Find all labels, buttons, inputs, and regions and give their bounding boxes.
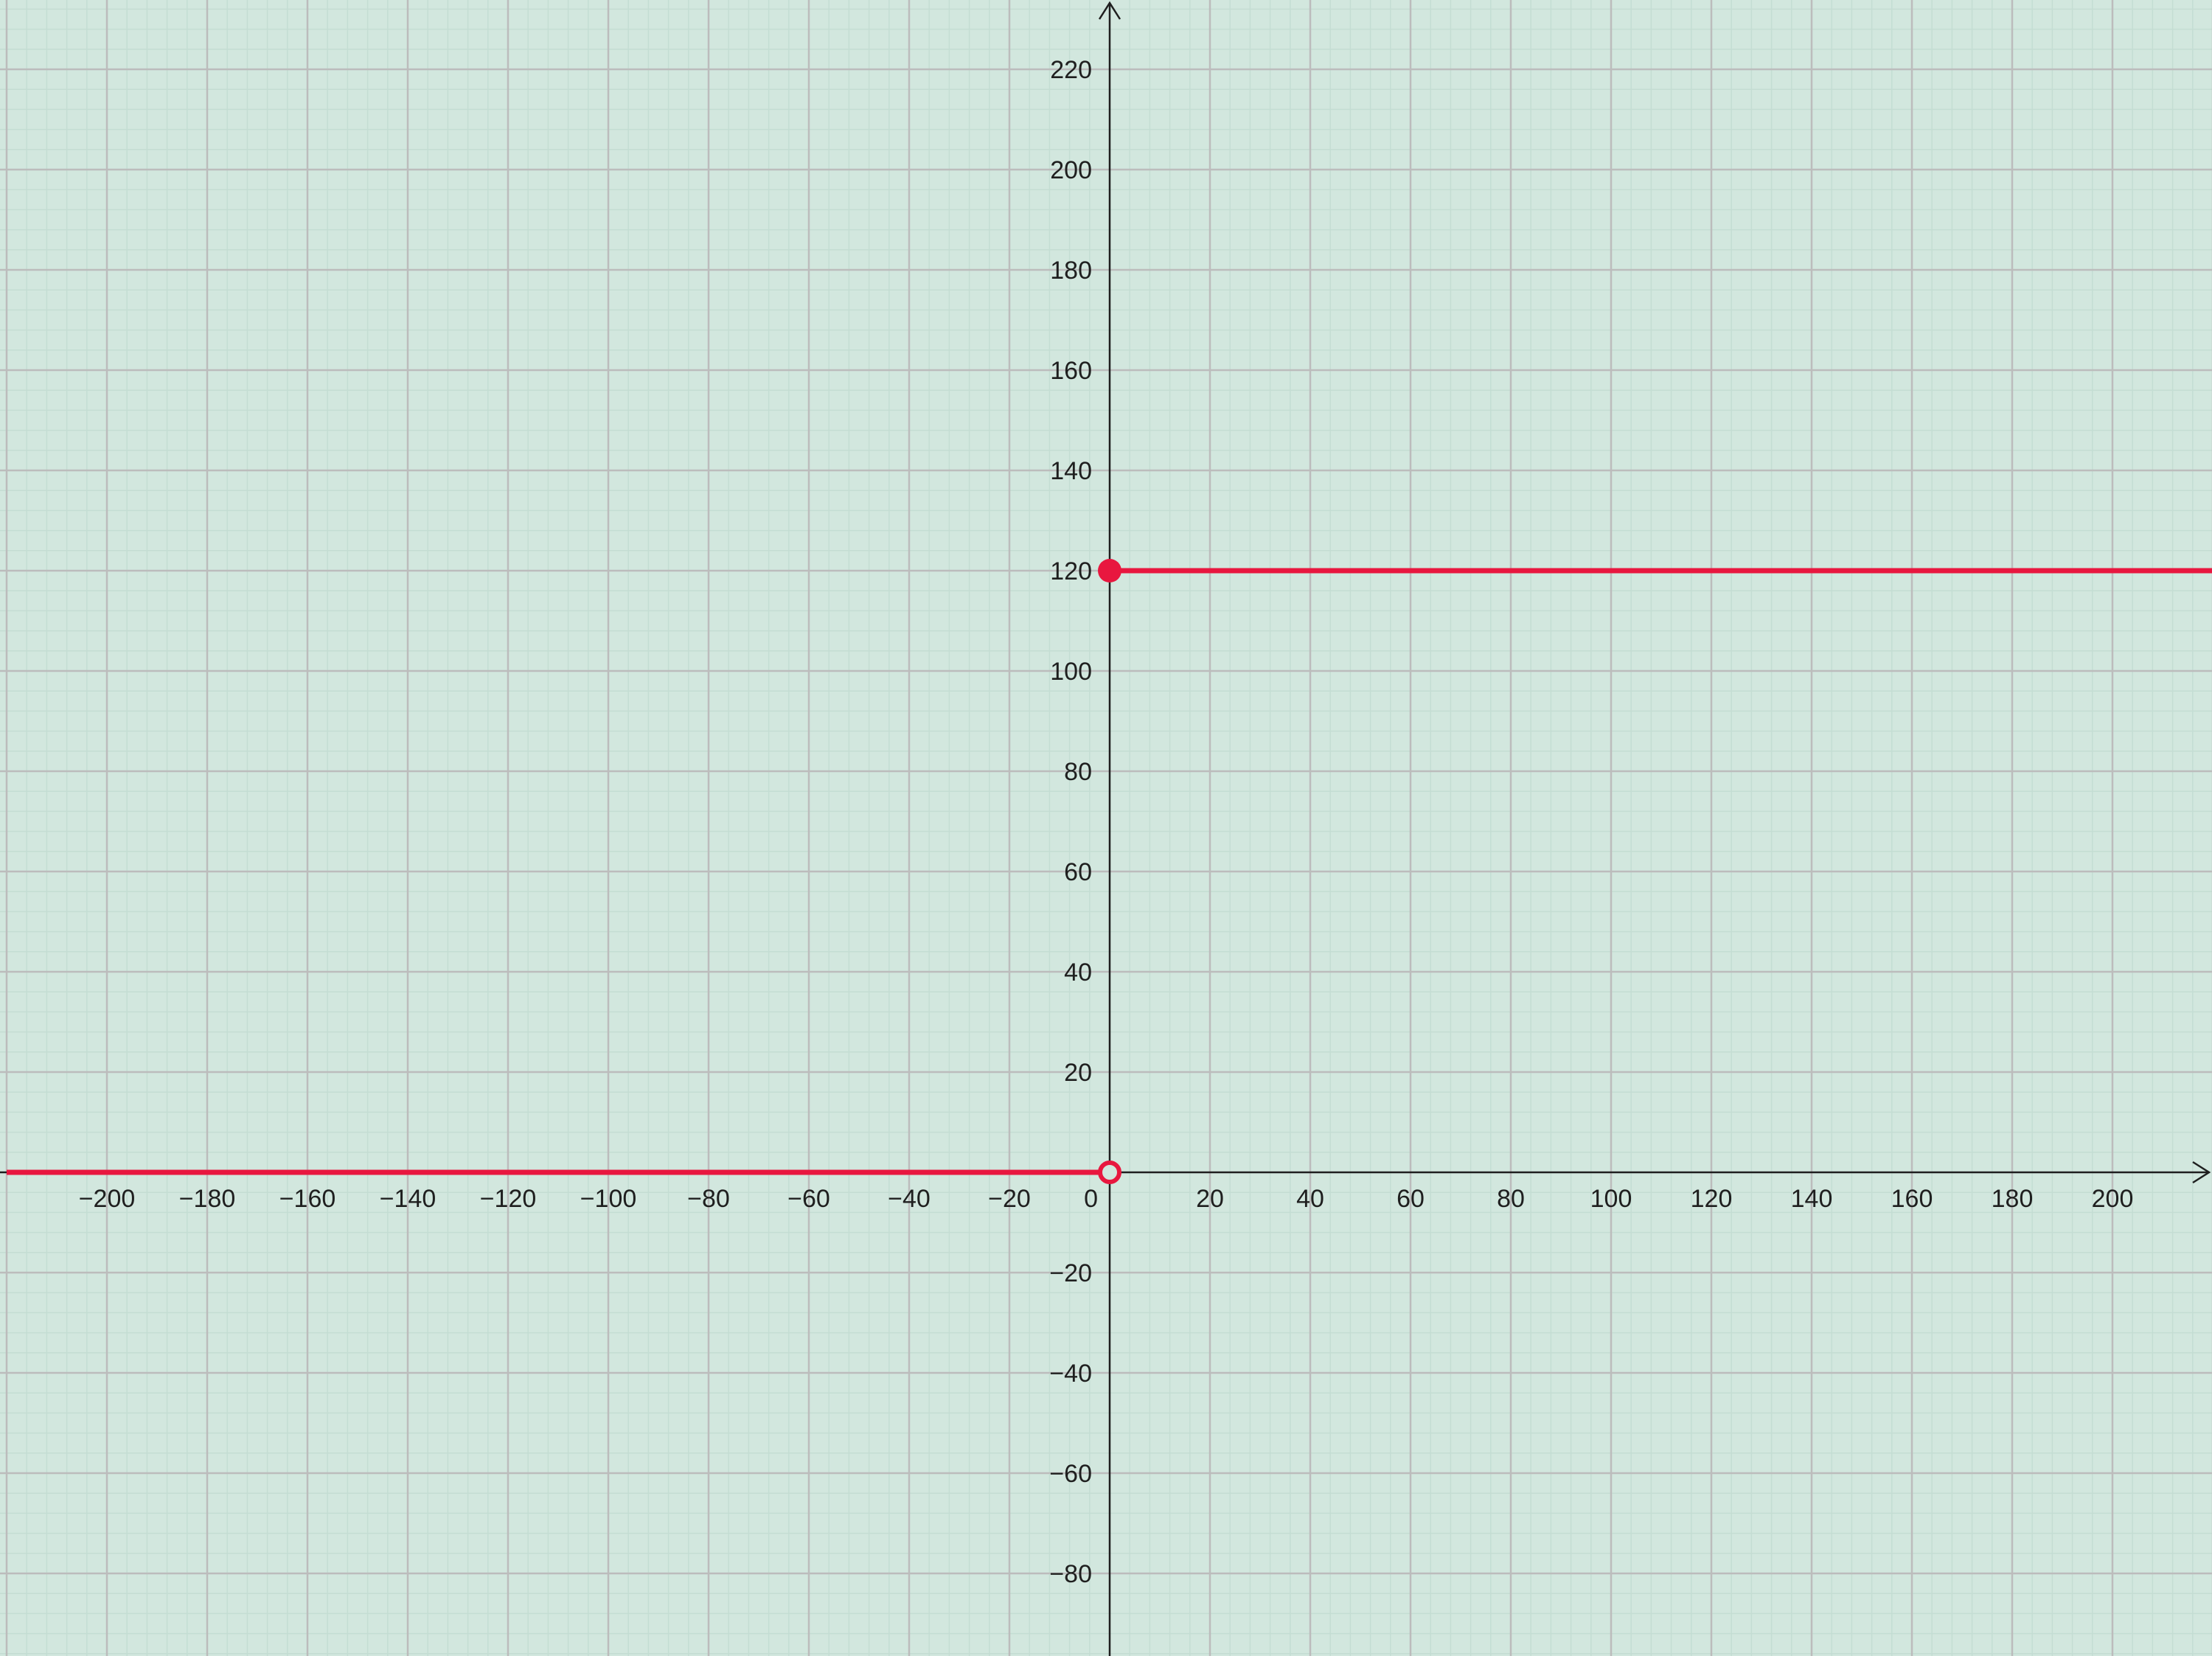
y-tick-label: −80 [1049,1560,1092,1588]
y-tick-label: 200 [1050,156,1092,184]
x-tick-label: −160 [279,1185,336,1213]
y-tick-label: 180 [1050,257,1092,285]
x-tick-label: −100 [580,1185,637,1213]
y-tick-label: 80 [1064,758,1092,786]
x-tick-label: 60 [1397,1185,1425,1213]
open-endpoint-marker [1098,1161,1121,1184]
y-tick-label: 160 [1050,357,1092,385]
x-tick-label: 120 [1691,1185,1733,1213]
x-tick-label: 160 [1891,1185,1933,1213]
y-tick-label: 120 [1050,557,1092,585]
x-tick-label: 40 [1296,1185,1324,1213]
x-tick-label: 20 [1196,1185,1224,1213]
x-tick-label: −20 [988,1185,1031,1213]
x-tick-label: 100 [1590,1185,1632,1213]
y-tick-label: −40 [1049,1360,1092,1388]
x-tick-label: 0 [1084,1185,1098,1213]
y-tick-label: −20 [1049,1259,1092,1287]
x-tick-label: −180 [179,1185,236,1213]
closed-endpoint-marker [1098,559,1121,582]
y-tick-label: −60 [1049,1460,1092,1488]
x-tick-label: −60 [787,1185,830,1213]
x-tick-label: −80 [687,1185,730,1213]
x-tick-label: 80 [1497,1185,1525,1213]
y-tick-label: 140 [1050,457,1092,485]
x-tick-label: 200 [2092,1185,2134,1213]
x-tick-label: −200 [79,1185,136,1213]
tick-labels: −200 −180 −160 −140 −120 −100 −80 −60 −40 −20 0 20 4… [79,56,2134,1588]
x-tick-label: −120 [480,1185,537,1213]
x-tick-label: 180 [1992,1185,2034,1213]
y-tick-label: 40 [1064,959,1092,987]
y-axis-arrow [1098,1,1121,20]
x-tick-label: −140 [380,1185,437,1213]
x-tick-label: 140 [1791,1185,1833,1213]
y-tick-label: 20 [1064,1059,1092,1087]
function-graph [7,559,2212,1184]
y-tick-label: 100 [1050,658,1092,686]
x-axis-arrow [2192,1161,2211,1184]
y-tick-label: 60 [1064,858,1092,886]
y-tick-label: 220 [1050,56,1092,84]
x-tick-label: −40 [888,1185,931,1213]
